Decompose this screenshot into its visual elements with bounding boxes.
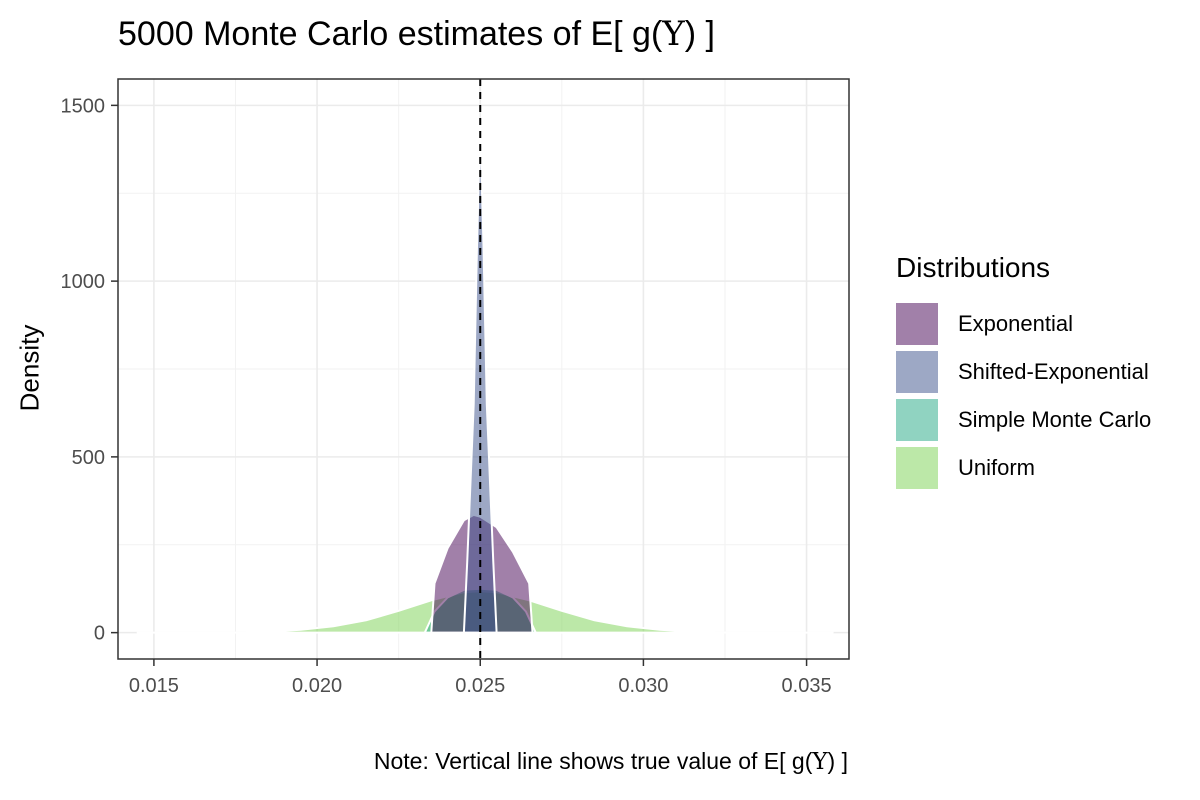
legend-key-uniform bbox=[896, 447, 938, 489]
y-tick-label: 1000 bbox=[61, 271, 106, 293]
x-tick-label: 0.035 bbox=[782, 675, 832, 697]
legend-key-shifted-exponential bbox=[896, 351, 938, 393]
density-areas bbox=[136, 121, 834, 634]
legend-item-uniform: Uniform bbox=[896, 444, 1151, 492]
y-axis-ticks: 0 500 1000 1500 bbox=[61, 95, 118, 645]
chart-title-suffix: ) ] bbox=[684, 15, 715, 53]
x-tick-label: 0.030 bbox=[618, 675, 668, 697]
x-tick-label: 0.015 bbox=[129, 675, 179, 697]
caption-variable: Y bbox=[812, 749, 828, 775]
legend-item-exponential: Exponential bbox=[896, 300, 1151, 348]
legend-label: Simple Monte Carlo bbox=[958, 407, 1152, 432]
chart-title: 5000 Monte Carlo estimates of E[ g(Y) ] bbox=[118, 14, 715, 54]
caption-note: Note: Vertical line shows true value of … bbox=[374, 748, 848, 775]
legend-label: Shifted-Exponential bbox=[958, 359, 1149, 384]
x-tick-label: 0.020 bbox=[292, 675, 342, 697]
y-tick-label: 500 bbox=[72, 447, 105, 469]
legend-title: Distributions bbox=[896, 252, 1051, 283]
legend-key-simple-monte-carlo bbox=[896, 399, 938, 441]
legend-label: Uniform bbox=[958, 455, 1036, 480]
chart-title-variable: Y bbox=[662, 14, 685, 54]
caption-suffix: ) ] bbox=[827, 748, 848, 774]
y-tick-label: 0 bbox=[94, 623, 105, 645]
legend-label: Exponential bbox=[958, 311, 1073, 336]
x-tick-label: 0.025 bbox=[455, 675, 505, 697]
legend: Distributions Exponential Shifted-Exponen… bbox=[896, 252, 1151, 492]
legend-item-shifted-exponential: Shifted-Exponential bbox=[896, 348, 1151, 396]
legend-items: Exponential Shifted-Exponential Simple Mon… bbox=[896, 300, 1151, 492]
density-area-shifted-exponential bbox=[462, 121, 498, 634]
y-tick-label: 1500 bbox=[61, 95, 106, 117]
chart-title-prefix: 5000 Monte Carlo estimates of E[ g( bbox=[118, 15, 663, 53]
plot-panel-border bbox=[117, 78, 850, 660]
legend-item-simple-monte-carlo: Simple Monte Carlo bbox=[896, 396, 1151, 444]
grid-minor bbox=[118, 79, 849, 659]
x-axis-ticks: 0.015 0.020 0.025 0.030 0.035 bbox=[129, 659, 832, 697]
legend-key-exponential bbox=[896, 303, 938, 345]
caption-prefix: Note: Vertical line shows true value of … bbox=[373, 748, 813, 774]
